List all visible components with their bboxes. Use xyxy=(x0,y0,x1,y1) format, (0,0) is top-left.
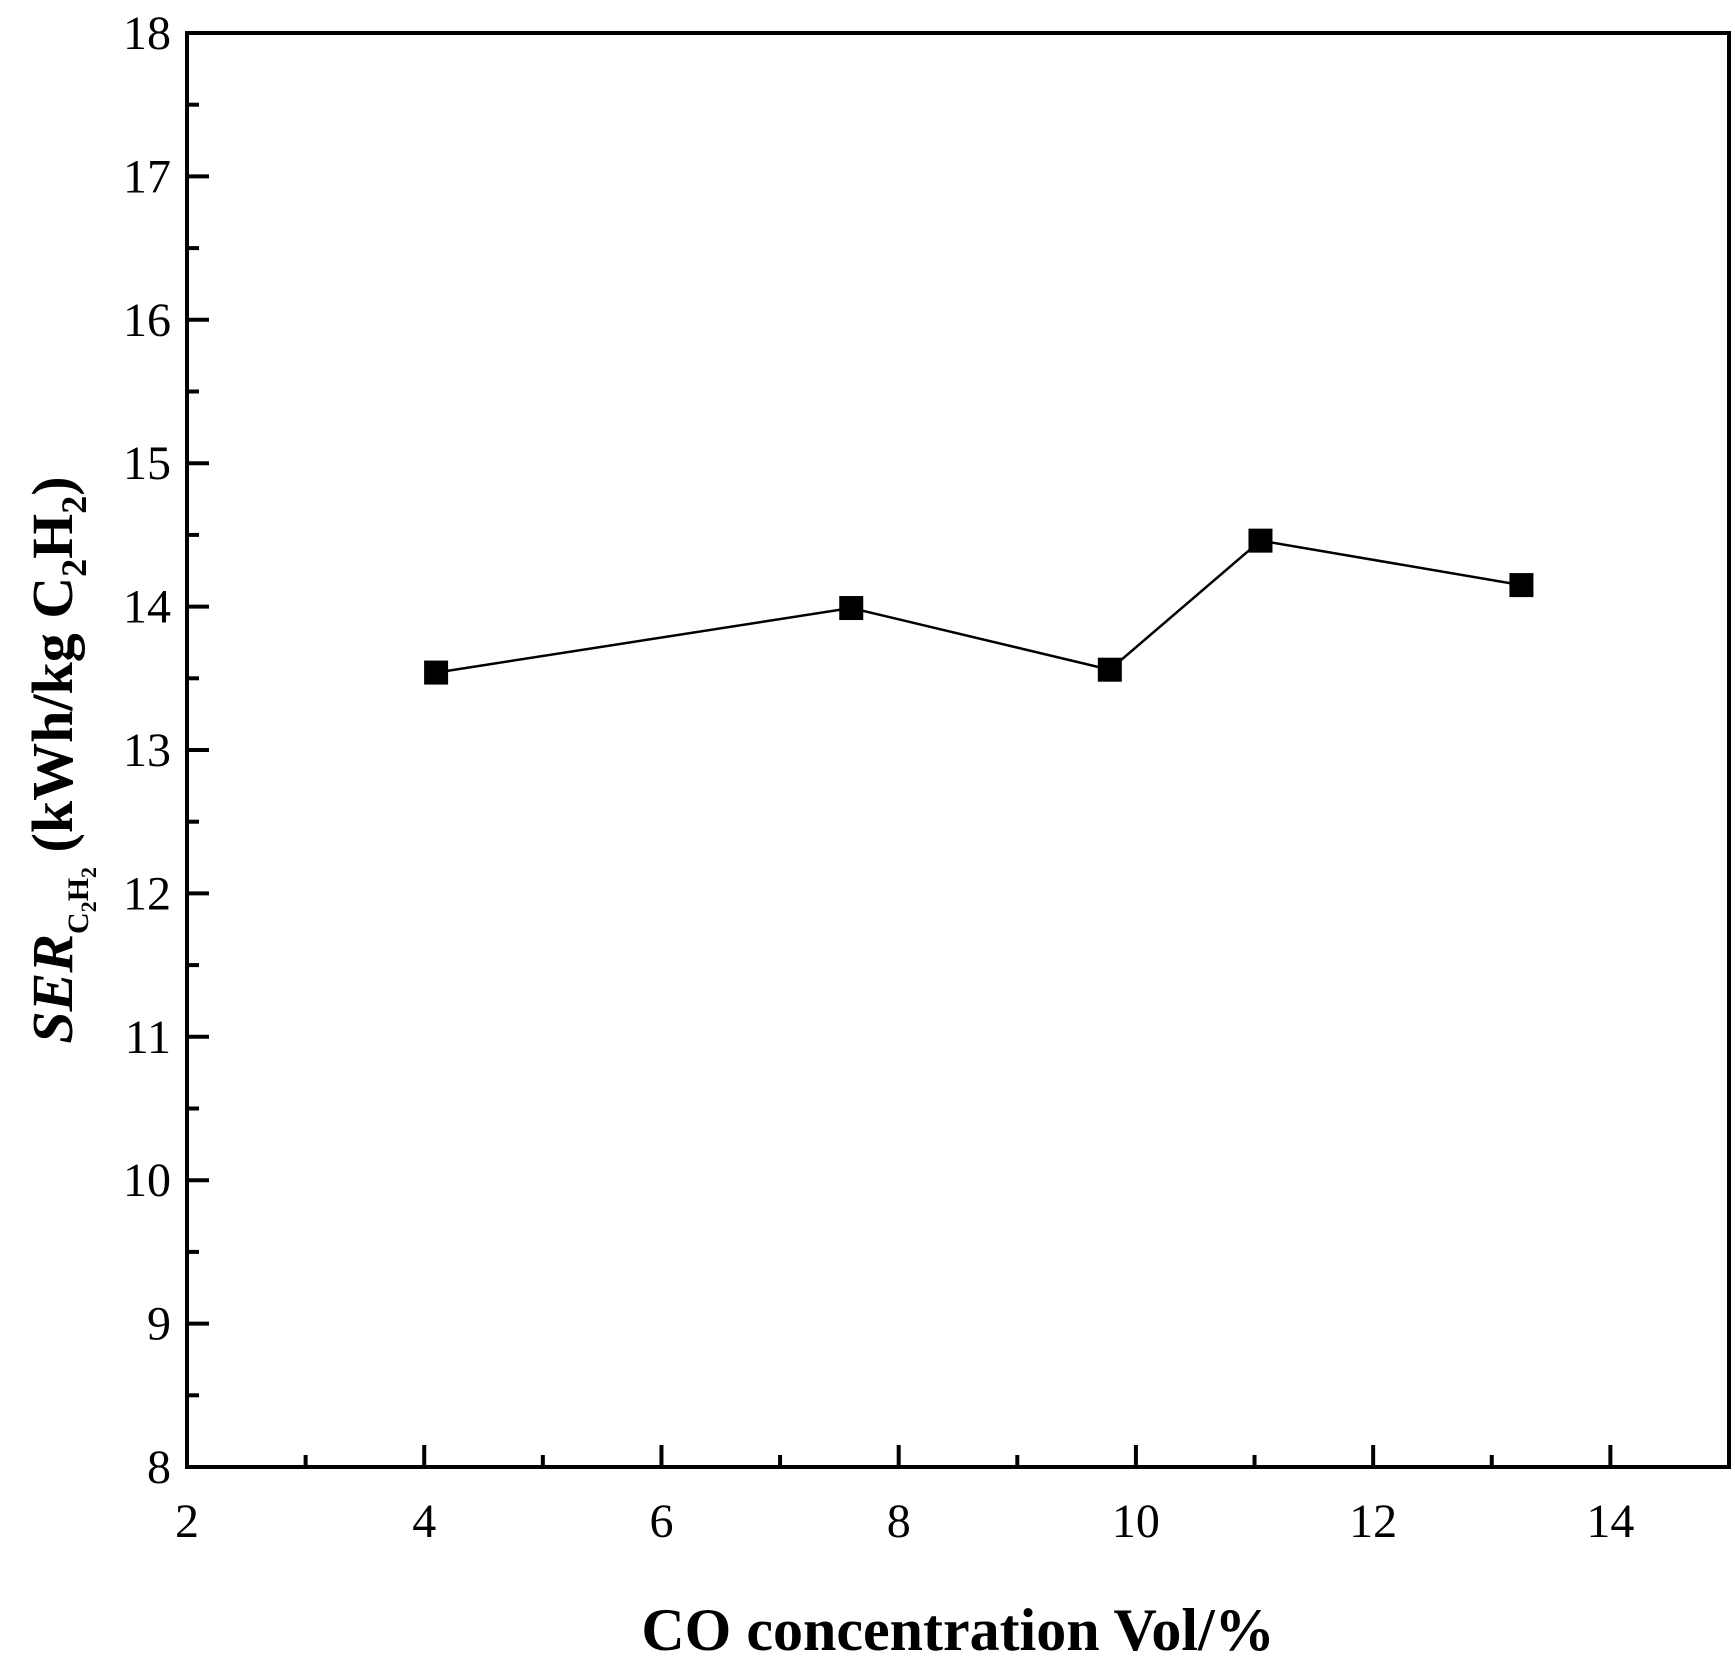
x-tick-label: 12 xyxy=(1349,1495,1397,1548)
data-point xyxy=(1509,573,1534,598)
x-tick-label: 14 xyxy=(1586,1495,1634,1548)
data-point xyxy=(424,660,449,685)
y-tick-label: 18 xyxy=(123,7,171,60)
plot-frame xyxy=(185,31,1731,1469)
y-tick-label: 8 xyxy=(147,1441,171,1494)
y-tick-labels: 8 9 10 11 12 13 14 15 16 17 18 xyxy=(123,7,171,1494)
y-tick-label: 16 xyxy=(123,294,171,347)
minor-ticks xyxy=(187,102,1494,1467)
x-axis-title: CO concentration Vol/% xyxy=(641,1597,1274,1657)
y-tick-label: 15 xyxy=(123,437,171,490)
series-layer xyxy=(424,528,1534,685)
y-axis-title: SERC2H2 (kWh/kg C2H2) xyxy=(20,476,101,1043)
y-tick-label: 17 xyxy=(123,150,171,203)
y-tick-label: 12 xyxy=(123,867,171,920)
x-tick-label: 8 xyxy=(887,1495,911,1548)
x-tick-labels: 2 4 6 8 10 12 14 xyxy=(175,1495,1634,1548)
y-tick-label: 11 xyxy=(125,1011,171,1064)
x-tick-label: 6 xyxy=(649,1495,673,1548)
data-point xyxy=(1248,528,1273,553)
y-tick-label: 14 xyxy=(123,581,171,634)
data-point xyxy=(1097,657,1122,682)
data-point xyxy=(839,596,864,621)
x-tick-label: 2 xyxy=(175,1495,199,1548)
y-tick-label: 9 xyxy=(147,1298,171,1351)
y-tick-label: 10 xyxy=(123,1154,171,1207)
series-line xyxy=(435,539,1522,674)
x-tick-label: 10 xyxy=(1112,1495,1160,1548)
x-tick-label: 4 xyxy=(412,1495,436,1548)
major-ticks xyxy=(185,31,1613,1469)
y-tick-label: 13 xyxy=(123,724,171,777)
